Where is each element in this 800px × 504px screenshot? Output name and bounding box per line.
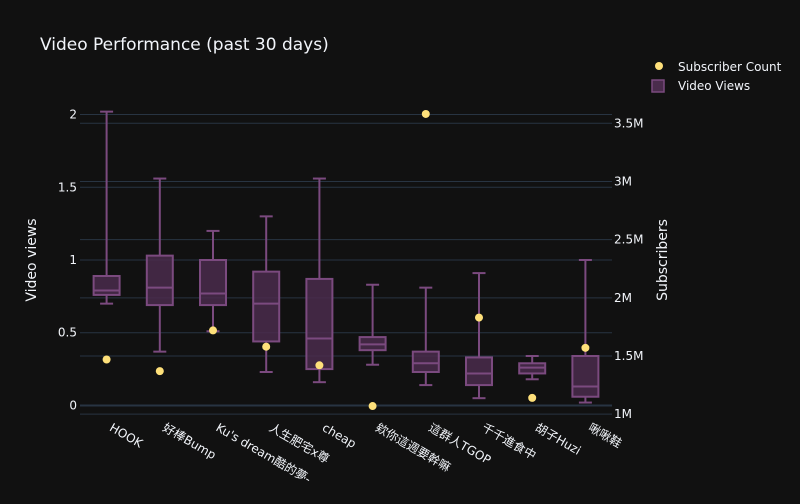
y-right-tick-label: 1M [614, 407, 632, 421]
video-views-box[interactable] [571, 259, 600, 404]
y-right-tick-label: 2.5M [614, 233, 643, 247]
y-left-tick-label: 2 [69, 108, 77, 122]
video-views-box[interactable] [252, 215, 281, 373]
subscriber-count-point[interactable] [102, 355, 111, 364]
box-body [411, 350, 440, 373]
subscriber-count-point[interactable] [368, 402, 377, 411]
legend-label: Subscriber Count [678, 60, 782, 74]
video-views-box[interactable] [411, 286, 440, 387]
y-right-tick-label: 1.5M [614, 349, 643, 363]
y-axis-left-label: Video views [24, 218, 40, 301]
subscriber-count-point[interactable] [155, 367, 164, 376]
chart-title: Video Performance (past 30 days) [40, 35, 329, 55]
legend[interactable]: Subscriber Count Video Views [651, 60, 782, 93]
legend-dot-icon [655, 62, 663, 70]
video-views-box[interactable] [199, 229, 227, 333]
subscriber-dots [102, 109, 590, 411]
legend-label: Video Views [678, 79, 750, 93]
y-left-tick-label: 0.5 [58, 326, 77, 340]
y-right-tick-label: 2M [614, 291, 632, 305]
legend-item-video-views[interactable]: Video Views [651, 79, 750, 93]
subscriber-count-point[interactable] [421, 109, 430, 118]
subscriber-count-point[interactable] [209, 326, 217, 335]
legend-box-icon [651, 79, 665, 93]
subscriber-count-point[interactable] [262, 342, 271, 351]
box-body [145, 254, 174, 307]
box-series [92, 110, 600, 404]
y-left-tick-label: 0 [69, 398, 77, 412]
left-axis-ticks: 0 0.5 1 1.5 2 [58, 108, 77, 413]
video-views-box[interactable] [92, 110, 121, 305]
video-views-box[interactable] [465, 272, 493, 400]
subscriber-count-point[interactable] [315, 361, 324, 370]
subscriber-count-point[interactable] [475, 313, 483, 322]
video-views-box[interactable] [305, 177, 334, 384]
box-body [465, 356, 493, 387]
y-left-tick-label: 1 [69, 253, 77, 267]
box-body [199, 259, 227, 307]
y-right-tick-label: 3.5M [614, 116, 643, 130]
right-axis-ticks: 1M 1.5M 2M 2.5M 3M 3.5M [614, 116, 643, 421]
video-views-box[interactable] [145, 177, 174, 353]
box-body [252, 270, 281, 343]
box-body [571, 355, 600, 398]
subscriber-count-point[interactable] [581, 343, 590, 352]
video-views-box[interactable] [358, 283, 387, 366]
y-axis-right-label: Subscribers [655, 219, 671, 301]
box-body [92, 275, 121, 296]
legend-item-subscriber-count[interactable]: Subscriber Count [655, 60, 782, 74]
y-right-tick-label: 3M [614, 174, 632, 188]
video-views-box[interactable] [518, 355, 547, 381]
box-body [305, 277, 334, 371]
subscriber-count-point[interactable] [528, 393, 537, 402]
y-left-tick-label: 1.5 [58, 180, 77, 194]
